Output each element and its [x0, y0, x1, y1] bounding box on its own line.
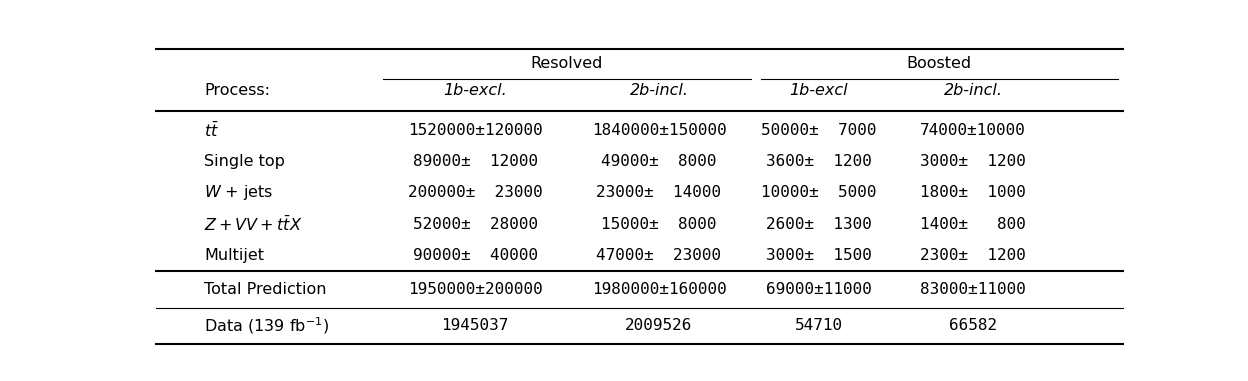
Text: 1520000±120000: 1520000±120000 — [408, 123, 543, 138]
Text: $W$ + jets: $W$ + jets — [205, 183, 273, 202]
Text: Boosted: Boosted — [907, 56, 972, 71]
Text: 74000±10000: 74000±10000 — [920, 123, 1026, 138]
Text: 2300±  1200: 2300± 1200 — [920, 248, 1026, 263]
Text: 2b-incl.: 2b-incl. — [943, 83, 1003, 98]
Text: 47000±  23000: 47000± 23000 — [597, 248, 721, 263]
Text: 3000±  1500: 3000± 1500 — [765, 248, 871, 263]
Text: 1945037: 1945037 — [442, 319, 509, 333]
Text: 1b-excl: 1b-excl — [789, 83, 847, 98]
Text: Multijet: Multijet — [205, 248, 265, 263]
Text: 49000±  8000: 49000± 8000 — [602, 154, 716, 169]
Text: Process:: Process: — [205, 83, 271, 98]
Text: 2b-incl.: 2b-incl. — [629, 83, 689, 98]
Text: Total Prediction: Total Prediction — [205, 282, 327, 297]
Text: 54710: 54710 — [795, 319, 842, 333]
Text: 50000±  7000: 50000± 7000 — [761, 123, 876, 138]
Text: $t\bar{t}$: $t\bar{t}$ — [205, 120, 220, 139]
Text: Resolved: Resolved — [530, 56, 603, 71]
Text: 1980000±160000: 1980000±160000 — [592, 282, 726, 297]
Text: 2009526: 2009526 — [625, 319, 693, 333]
Text: 2600±  1300: 2600± 1300 — [765, 217, 871, 232]
Text: 69000±11000: 69000±11000 — [765, 282, 871, 297]
Text: 52000±  28000: 52000± 28000 — [413, 217, 538, 232]
Text: 3600±  1200: 3600± 1200 — [765, 154, 871, 169]
Text: 1b-excl.: 1b-excl. — [443, 83, 507, 98]
Text: 10000±  5000: 10000± 5000 — [761, 185, 876, 200]
Text: 200000±  23000: 200000± 23000 — [408, 185, 543, 200]
Text: 1950000±200000: 1950000±200000 — [408, 282, 543, 297]
Text: 1400±   800: 1400± 800 — [920, 217, 1026, 232]
Text: 3000±  1200: 3000± 1200 — [920, 154, 1026, 169]
Text: 66582: 66582 — [950, 319, 997, 333]
Text: $Z + VV + t\bar{t}X$: $Z + VV + t\bar{t}X$ — [205, 215, 303, 234]
Text: 83000±11000: 83000±11000 — [920, 282, 1026, 297]
Text: 90000±  40000: 90000± 40000 — [413, 248, 538, 263]
Text: 1840000±150000: 1840000±150000 — [592, 123, 726, 138]
Text: 23000±  14000: 23000± 14000 — [597, 185, 721, 200]
Text: 1800±  1000: 1800± 1000 — [920, 185, 1026, 200]
Text: Single top: Single top — [205, 154, 286, 169]
Text: Data (139 fb$^{-1}$): Data (139 fb$^{-1}$) — [205, 315, 329, 336]
Text: 89000±  12000: 89000± 12000 — [413, 154, 538, 169]
Text: 15000±  8000: 15000± 8000 — [602, 217, 716, 232]
